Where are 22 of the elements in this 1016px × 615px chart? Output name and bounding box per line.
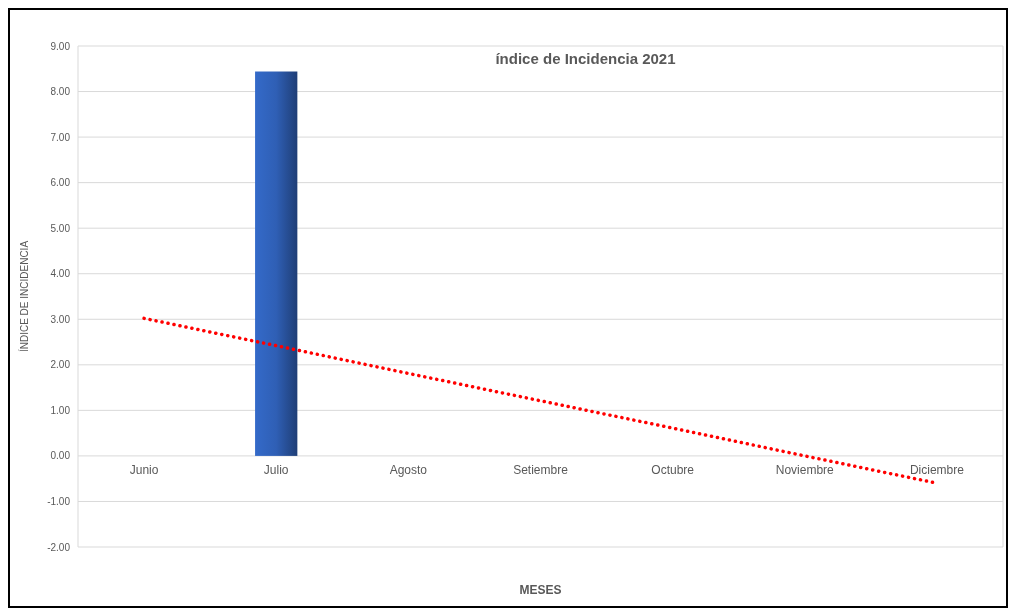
y-tick-label: 1.00: [50, 404, 71, 416]
y-tick-label: 0.00: [50, 450, 71, 462]
y-tick-label: 4.00: [50, 268, 71, 280]
x-tick-label: Agosto: [389, 462, 428, 477]
y-tick-label: 5.00: [50, 222, 71, 234]
y-tick-label: 2.00: [50, 359, 71, 371]
x-tick-label: Octubre: [651, 462, 695, 477]
y-tick-label: -1.00: [47, 495, 71, 507]
y-tick-label: 9.00: [50, 40, 71, 52]
x-tick-label: Noviembre: [775, 462, 835, 477]
x-axis-title: MESES: [519, 583, 562, 597]
chart-title: índice de Incidencia 2021: [495, 50, 676, 67]
y-axis-title: ÍNDICE DE INCIDENCIA: [18, 240, 30, 353]
y-tick-label: 8.00: [50, 86, 71, 98]
x-tick-label: Julio: [263, 462, 289, 477]
y-tick-label: -2.00: [47, 541, 71, 553]
x-tick-label: Junio: [129, 462, 159, 477]
y-tick-label: 6.00: [50, 177, 71, 189]
x-tick-label: Setiembre: [513, 462, 569, 477]
x-tick-label: Diciembre: [909, 462, 965, 477]
y-tick-label: 7.00: [50, 131, 71, 143]
y-tick-label: 3.00: [50, 313, 71, 325]
